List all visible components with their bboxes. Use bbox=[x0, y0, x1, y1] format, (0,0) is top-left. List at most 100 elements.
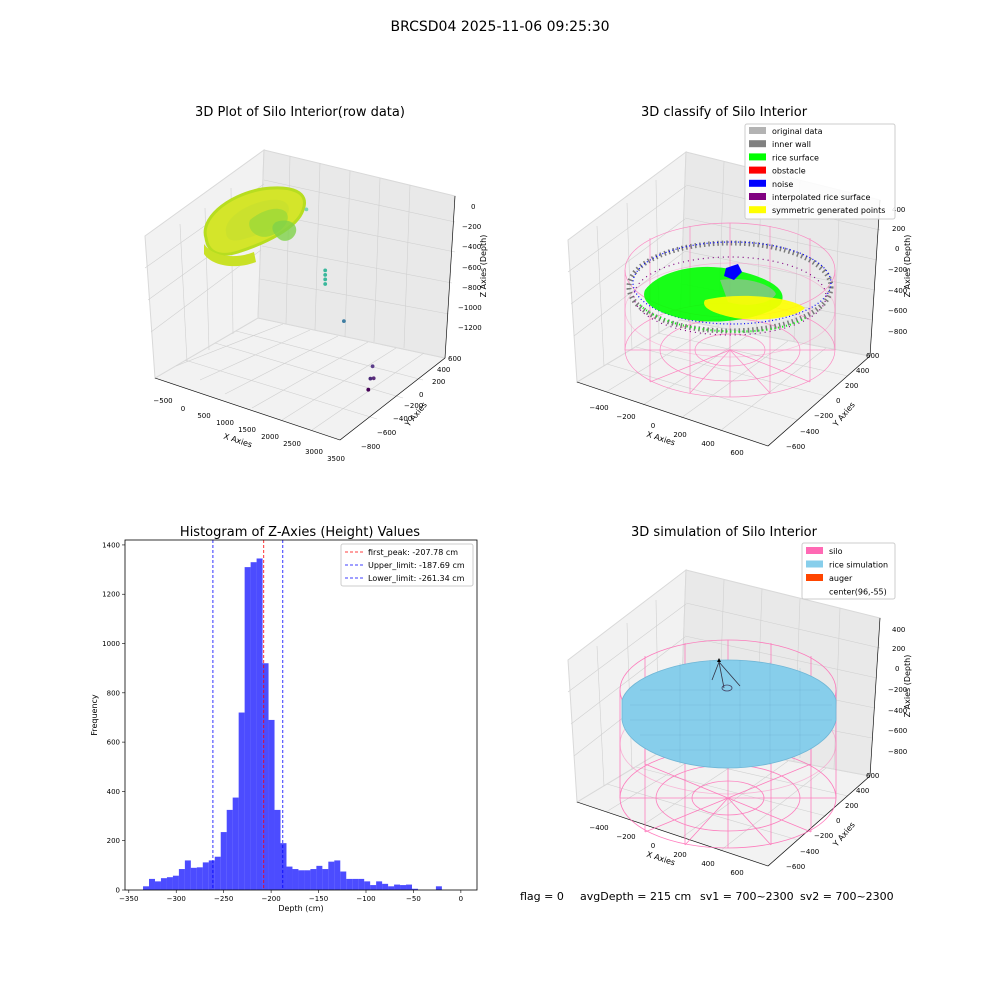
simulation-z-tick: −400 bbox=[888, 707, 907, 715]
raw-y-tick: −200 bbox=[404, 402, 423, 410]
simulation-auger bbox=[711, 658, 741, 692]
auger-tip bbox=[717, 658, 721, 662]
histogram-x-tick: −200 bbox=[261, 895, 280, 903]
histogram-bar bbox=[340, 871, 347, 890]
histogram-bar bbox=[143, 886, 150, 890]
histogram-bar bbox=[286, 866, 293, 890]
histogram-bar bbox=[292, 869, 299, 890]
histogram-bar bbox=[202, 862, 209, 890]
status-footer: flag = 0 avgDepth = 215 cm sv1 = 700~230… bbox=[520, 890, 894, 903]
classify-y-tick: −600 bbox=[786, 443, 805, 451]
simulation-z-tick: −800 bbox=[888, 748, 907, 756]
classify-z-tick: −400 bbox=[888, 287, 907, 295]
histogram-y-tick: 200 bbox=[107, 837, 120, 845]
simulation-z-label: Z Axies (Depth) bbox=[903, 655, 912, 718]
raw-x-ticks: −500 0 500 1000 1500 2000 2500 3000 3500 bbox=[153, 397, 345, 463]
simulation-title: 3D simulation of Silo Interior bbox=[631, 525, 818, 540]
raw-x-tick: 3500 bbox=[327, 455, 345, 463]
classify-z-tick: −200 bbox=[888, 266, 907, 274]
simulation-rice-mesh bbox=[630, 660, 832, 767]
classify-rice-edge bbox=[639, 304, 806, 333]
simulation-x-tick: −400 bbox=[589, 824, 608, 832]
raw-z-axis-line bbox=[444, 195, 456, 359]
legend-swatch bbox=[749, 127, 766, 134]
simulation-x-tick: −200 bbox=[616, 833, 635, 841]
simulation-rice-body bbox=[621, 659, 837, 769]
raw-outlier-point bbox=[366, 387, 371, 392]
legend-swatch bbox=[749, 179, 766, 187]
classify-z-axis-line bbox=[869, 199, 881, 357]
classify-z-tick: 200 bbox=[892, 225, 905, 233]
simulation-legend-entries: silo rice simulation auger center(96,-55) bbox=[806, 547, 888, 597]
classify-x-tick: −400 bbox=[589, 404, 608, 412]
raw-outliers bbox=[304, 207, 376, 392]
raw-z-ticks: 0 −200 −400 −600 −800 −1000 −1200 bbox=[458, 203, 482, 332]
histogram-x-tick: −350 bbox=[119, 895, 138, 903]
classify-y-axis-line bbox=[767, 355, 871, 447]
histogram-bar bbox=[220, 832, 227, 890]
raw-y-tick: 400 bbox=[437, 366, 450, 374]
raw-z-tick: −1200 bbox=[458, 324, 482, 332]
panel-classify: 3D classify of Silo Interior bbox=[567, 105, 912, 457]
classify-z-tick: 0 bbox=[895, 245, 899, 253]
histogram-bar bbox=[334, 860, 341, 890]
raw-x-tick: 2000 bbox=[261, 433, 279, 441]
histogram-bar bbox=[346, 878, 353, 890]
legend-swatch bbox=[749, 193, 766, 200]
footer-avg-depth: avgDepth = 215 cm bbox=[580, 890, 691, 903]
raw-y-tick: −800 bbox=[361, 443, 380, 451]
simulation-x-axis-line bbox=[576, 801, 769, 867]
histogram-bar bbox=[226, 809, 233, 890]
histogram-bar bbox=[274, 809, 281, 890]
panel-raw-data: 3D Plot of Silo Interior(row data) −500 bbox=[144, 105, 488, 463]
simulation-y-tick: 200 bbox=[845, 802, 858, 810]
histogram-legend-entries: first_peak: -207.78 cm Upper_limit: -187.… bbox=[345, 548, 465, 583]
panel-raw-title: 3D Plot of Silo Interior(row data) bbox=[195, 105, 405, 120]
panel-simulation: 3D simulation of Silo Interior bbox=[567, 525, 912, 877]
histogram-bar bbox=[406, 884, 413, 890]
raw-y-tick: 0 bbox=[419, 391, 423, 399]
raw-x-label: X Axies bbox=[222, 432, 253, 450]
histogram-y-tick: 1200 bbox=[102, 591, 120, 599]
footer-sv2: sv2 = 700~2300 bbox=[800, 890, 894, 903]
panel-classify-title: 3D classify of Silo Interior bbox=[641, 105, 808, 120]
legend-label: noise bbox=[772, 180, 793, 189]
histogram-x-tick: −50 bbox=[406, 895, 421, 903]
histogram-bar bbox=[316, 865, 323, 890]
histogram-bar bbox=[190, 867, 197, 890]
simulation-z-axis-line bbox=[869, 617, 881, 777]
panel-histogram: Histogram of Z-Axies (Height) Values −35… bbox=[90, 525, 478, 913]
histogram-y-tick: 1000 bbox=[102, 640, 120, 648]
raw-cloud-tail bbox=[272, 220, 297, 241]
simulation-z-tick: 0 bbox=[895, 665, 899, 673]
histogram-y-tick: 600 bbox=[107, 739, 120, 747]
classify-x-tick: −200 bbox=[616, 413, 635, 421]
legend-swatch bbox=[806, 547, 823, 554]
footer-sv1: sv1 = 700~2300 bbox=[700, 890, 794, 903]
simulation-x-tick: 0 bbox=[651, 842, 655, 850]
histogram-bar bbox=[154, 881, 161, 890]
classify-y-label: Y Axies bbox=[831, 400, 857, 429]
raw-y-axis-line bbox=[339, 357, 446, 441]
classify-z-tick: 400 bbox=[892, 206, 905, 214]
histogram-legend-label: Upper_limit: -187.69 cm bbox=[368, 561, 465, 570]
simulation-y-tick: 400 bbox=[856, 787, 869, 795]
simulation-y-axis-line bbox=[767, 775, 871, 867]
raw-y-tick: 200 bbox=[432, 378, 445, 386]
classify-noise-ring bbox=[632, 241, 832, 325]
classify-y-tick: 200 bbox=[845, 382, 858, 390]
histogram-x-tick: 0 bbox=[459, 895, 463, 903]
auger-stem-2 bbox=[718, 661, 741, 687]
raw-x-tick: 3000 bbox=[305, 448, 323, 456]
footer-flag: flag = 0 bbox=[520, 890, 564, 903]
histogram-bar bbox=[388, 886, 395, 890]
raw-outlier-point bbox=[371, 376, 376, 381]
legend-swatch bbox=[806, 560, 823, 568]
raw-outlier-point bbox=[304, 207, 309, 212]
classify-x-tick: 400 bbox=[701, 440, 714, 448]
figure-title: BRCSD04 2025-11-06 09:25:30 bbox=[390, 19, 609, 35]
histogram-bar bbox=[298, 870, 305, 890]
classify-y-tick: 0 bbox=[836, 397, 840, 405]
simulation-y-tick: −400 bbox=[800, 848, 819, 856]
raw-y-tick: 600 bbox=[448, 355, 461, 363]
